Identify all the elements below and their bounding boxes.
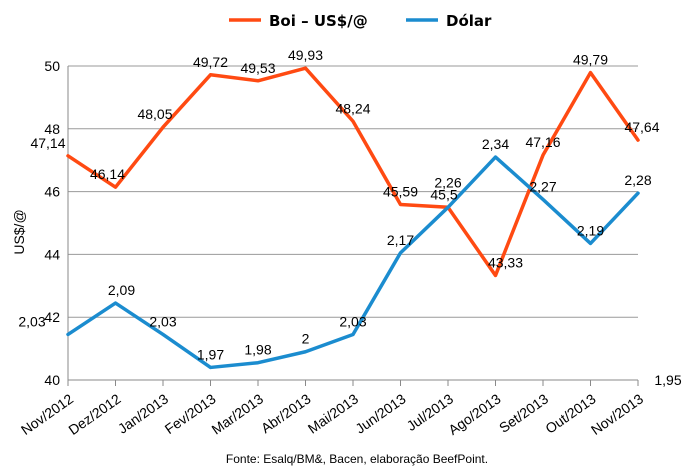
- y-axis-label: US$/@: [11, 209, 27, 254]
- x-tick-label: Nov/2012: [18, 390, 76, 438]
- data-label: 2,27: [529, 178, 556, 194]
- legend-label: Dólar: [446, 12, 492, 30]
- data-labels: 47,14 46,14 48,05 49,72 49,53 49,93 48,24 45,59…: [18, 47, 681, 388]
- y-tick-label: 40: [44, 372, 60, 388]
- data-label: 2,26: [434, 174, 461, 190]
- data-label: 1,98: [244, 342, 271, 358]
- y-tick-label: 44: [44, 246, 60, 262]
- data-label: 2,19: [577, 222, 604, 238]
- axes: [67, 66, 639, 386]
- x-tick-label: Set/2013: [496, 390, 551, 435]
- y-tick-labels: 40 42 44 46 48 50: [44, 58, 60, 388]
- x-tick-label: Mar/2013: [209, 390, 267, 437]
- data-label: 47,14: [30, 135, 65, 151]
- y-tick-label: 50: [44, 58, 60, 74]
- x-tick-label: Jan/2013: [115, 390, 172, 436]
- data-label: 49,53: [240, 60, 275, 76]
- data-label: 47,64: [624, 119, 659, 135]
- source-note: Fonte: Esalq/BM&, Bacen, elaboração Beef…: [226, 452, 488, 466]
- data-label: 49,79: [573, 52, 608, 68]
- x-tick-label: Jun/2013: [352, 390, 409, 436]
- data-label: 2,03: [339, 313, 366, 329]
- data-label: 45,5: [430, 186, 457, 202]
- data-label: 47,16: [525, 134, 560, 150]
- x-tick-label: Abr/2013: [258, 390, 314, 436]
- data-label: 46,14: [90, 166, 125, 182]
- data-label-extra: 1,95: [654, 372, 681, 388]
- series-lines: [66, 66, 640, 370]
- data-label: 2: [302, 331, 310, 347]
- data-label: 2,17: [387, 232, 414, 248]
- x-tick-label: Dez/2012: [65, 390, 123, 438]
- data-label: 2,03: [18, 313, 45, 329]
- x-tick-label: Fev/2013: [162, 390, 219, 437]
- y-tick-label: 42: [44, 309, 60, 325]
- data-label: 2,34: [482, 136, 509, 152]
- series-line-dolar: [66, 155, 640, 370]
- data-label: 2,03: [149, 313, 176, 329]
- x-tick-label: Nov/2013: [588, 390, 646, 438]
- legend: Boi – US$/@ Dólar: [229, 12, 492, 30]
- data-label: 45,59: [383, 183, 418, 199]
- data-label: 1,97: [197, 346, 224, 362]
- data-label: 2,28: [624, 172, 651, 188]
- legend-label: Boi – US$/@: [269, 12, 368, 30]
- x-tick-label: Mai/2013: [305, 390, 362, 436]
- data-label: 48,05: [137, 106, 172, 122]
- x-tick-labels: Nov/2012Dez/2012Jan/2013Fev/2013Mar/2013…: [18, 390, 646, 438]
- series-line-boi: [66, 66, 640, 278]
- data-label: 49,93: [288, 47, 323, 63]
- data-label: 43,33: [488, 254, 523, 270]
- data-label: 2,09: [108, 282, 135, 298]
- data-label: 49,72: [193, 54, 228, 70]
- data-label: 48,24: [335, 100, 370, 116]
- y-tick-label: 48: [44, 121, 60, 137]
- y-tick-label: 46: [44, 184, 60, 200]
- x-tick-label: Ago/2013: [445, 390, 503, 438]
